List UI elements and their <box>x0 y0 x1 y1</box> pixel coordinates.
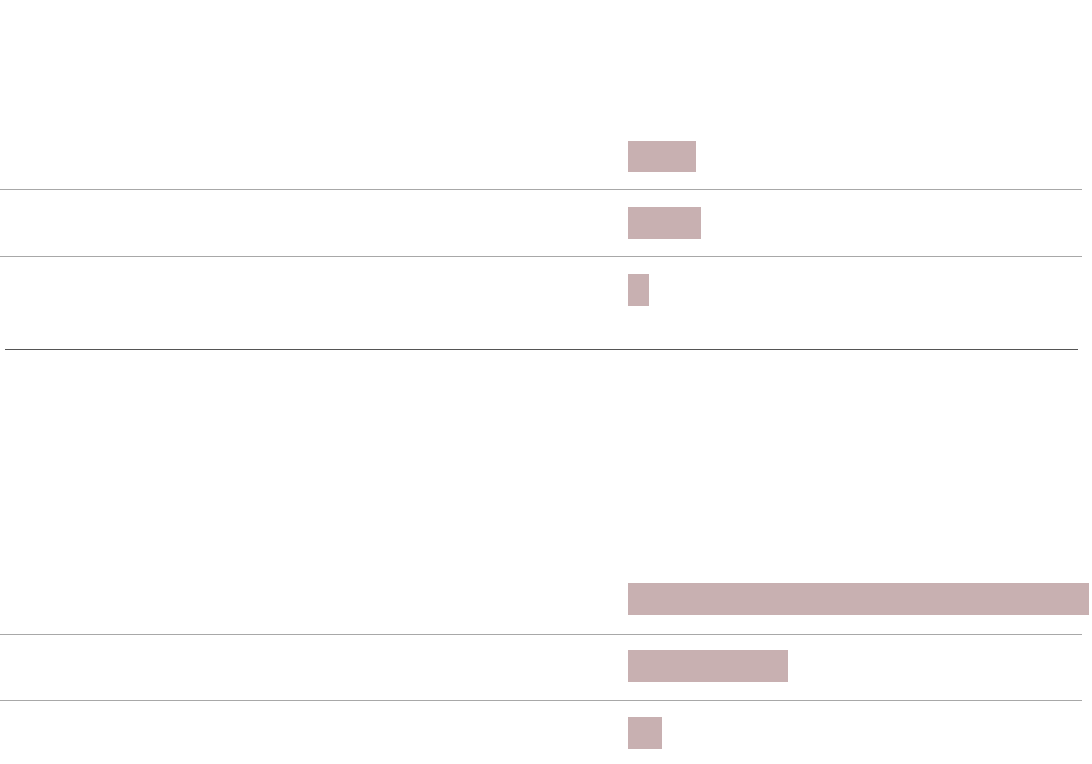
row-divider <box>0 634 1082 635</box>
placeholder-bar <box>628 583 1089 615</box>
placeholder-bar <box>628 650 788 682</box>
placeholder-bar <box>628 141 696 172</box>
placeholder-bar <box>628 717 662 749</box>
row-divider <box>0 256 1082 257</box>
row-divider <box>0 189 1082 190</box>
placeholder-bar <box>628 274 649 306</box>
placeholder-bar <box>628 207 701 239</box>
row-divider <box>0 700 1082 701</box>
section-divider <box>5 349 1078 350</box>
